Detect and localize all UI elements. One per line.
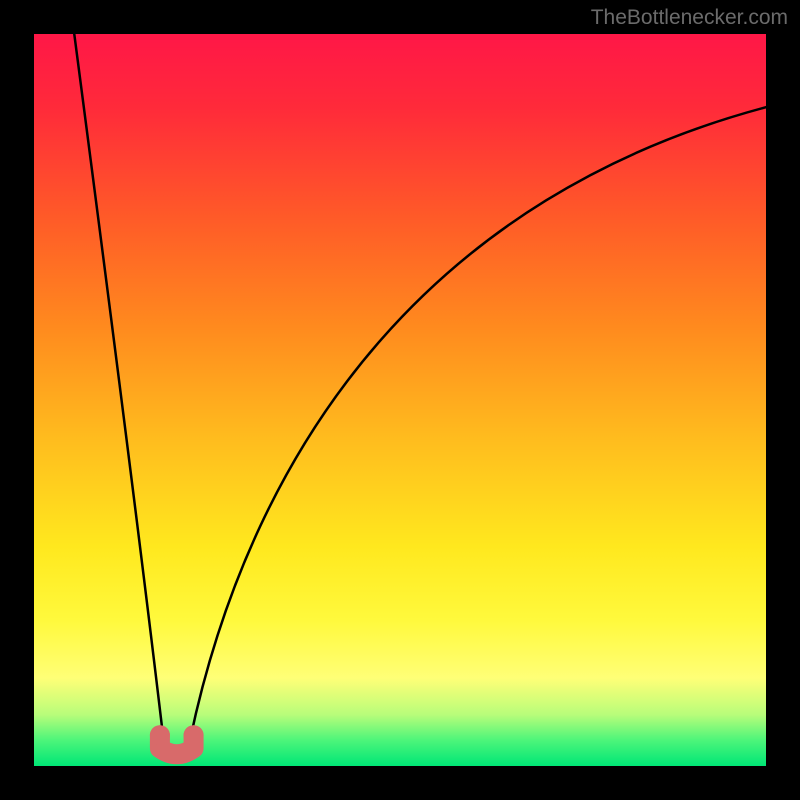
chart-stage: TheBottlenecker.com xyxy=(0,0,800,800)
dip-marker-cap xyxy=(150,725,170,745)
dip-marker-cap xyxy=(184,725,204,745)
chart-svg xyxy=(34,34,766,766)
bottleneck-curve xyxy=(74,34,766,750)
chart-plot-area xyxy=(34,34,766,766)
watermark-text: TheBottlenecker.com xyxy=(591,6,788,30)
